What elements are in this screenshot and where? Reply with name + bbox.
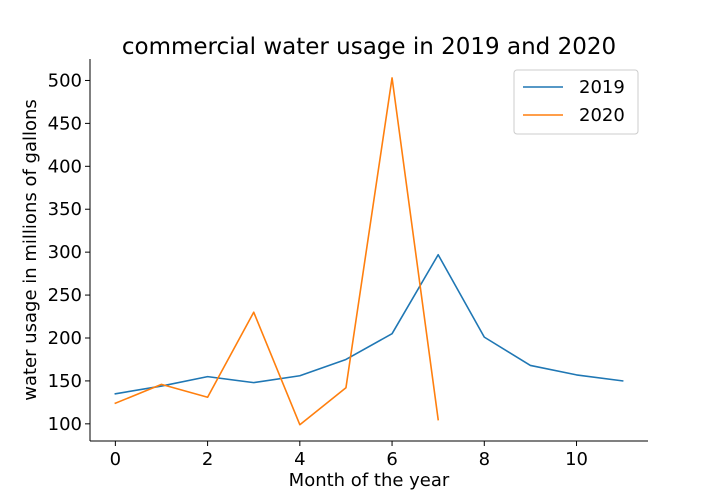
y-tick-label: 400: [48, 156, 82, 177]
legend-label-2019: 2019: [579, 77, 625, 98]
y-axis-label: water usage in millions of gallons: [20, 99, 41, 401]
x-axis-label: Month of the year: [289, 470, 450, 491]
series-line-2019: [114, 253, 624, 395]
y-tick-label: 300: [48, 242, 82, 263]
legend: 2019 2020: [513, 69, 639, 135]
y-tick-label: 500: [48, 70, 82, 91]
y-tick-label: 350: [48, 199, 82, 220]
x-tick-label: 0: [110, 449, 121, 470]
y-tick-label: 150: [48, 371, 82, 392]
series-line-2020: [114, 77, 440, 426]
x-tick-label: 6: [386, 449, 397, 470]
y-tick-label: 100: [48, 414, 82, 435]
legend-box: [513, 69, 639, 135]
y-tick-label: 200: [48, 328, 82, 349]
x-tick-label: 2: [202, 449, 213, 470]
legend-label-2020: 2020: [579, 105, 625, 126]
x-tick-label: 8: [479, 449, 490, 470]
y-tick-label: 450: [48, 113, 82, 134]
x-tick-label: 4: [294, 449, 305, 470]
y-tick-label: 250: [48, 285, 82, 306]
x-tick-label: 10: [565, 449, 588, 470]
chart-title: commercial water usage in 2019 and 2020: [122, 34, 616, 60]
